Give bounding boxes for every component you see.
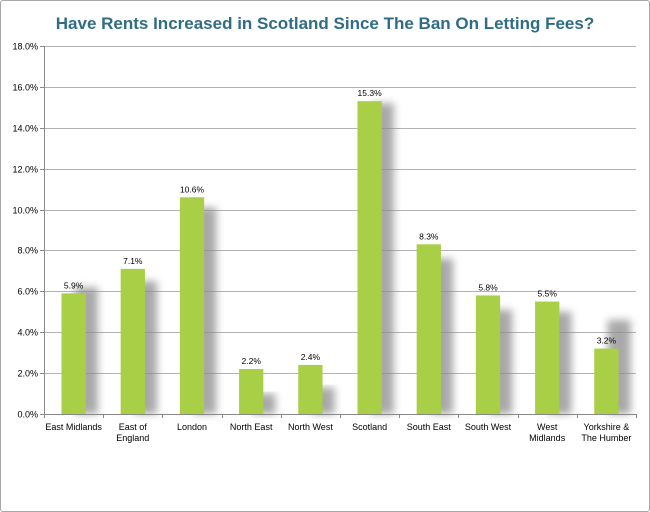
bar bbox=[357, 101, 382, 414]
bar bbox=[61, 293, 86, 414]
x-tick-label: The Humber bbox=[581, 433, 631, 443]
x-tick-label: South West bbox=[465, 422, 512, 432]
y-tick-label: 18.0% bbox=[12, 42, 38, 52]
x-tick-label: Midlands bbox=[529, 433, 566, 443]
data-label: 5.9% bbox=[64, 280, 84, 290]
bar bbox=[535, 301, 560, 414]
data-label: 5.8% bbox=[478, 282, 498, 292]
y-tick-label: 12.0% bbox=[12, 165, 38, 175]
y-tick-label: 6.0% bbox=[17, 287, 38, 297]
data-label: 8.3% bbox=[419, 231, 439, 241]
bar bbox=[179, 197, 205, 414]
data-label: 2.4% bbox=[301, 352, 321, 362]
data-label: 10.6% bbox=[180, 184, 205, 194]
x-tick-label: London bbox=[177, 422, 207, 432]
data-label: 5.5% bbox=[538, 289, 558, 299]
x-tick-label: North West bbox=[288, 422, 333, 432]
data-label: 15.3% bbox=[358, 88, 383, 98]
y-tick-label: 8.0% bbox=[17, 246, 38, 256]
bar bbox=[239, 369, 264, 414]
y-tick-label: 10.0% bbox=[12, 206, 38, 216]
y-tick-label: 16.0% bbox=[12, 83, 38, 93]
y-tick-label: 4.0% bbox=[17, 328, 38, 338]
x-tick-label: East Midlands bbox=[45, 422, 102, 432]
y-tick-label: 0.0% bbox=[17, 410, 38, 420]
bar bbox=[298, 364, 323, 414]
chart-title: Have Rents Increased in Scotland Since T… bbox=[55, 14, 595, 33]
bar bbox=[475, 295, 501, 414]
bar bbox=[594, 348, 619, 414]
x-tick-label: South East bbox=[407, 422, 452, 432]
x-tick-label: West bbox=[537, 422, 558, 432]
y-tick-label: 14.0% bbox=[12, 124, 38, 134]
x-tick-label: Scotland bbox=[352, 422, 387, 432]
x-tick-label: East of bbox=[119, 422, 148, 432]
data-label: 7.1% bbox=[123, 256, 143, 266]
x-tick-label: England bbox=[116, 433, 149, 443]
x-tick-label: Yorkshire & bbox=[584, 422, 630, 432]
x-tick-label: North East bbox=[230, 422, 273, 432]
data-label: 3.2% bbox=[597, 336, 617, 346]
data-label: 2.2% bbox=[242, 356, 262, 366]
bar bbox=[416, 244, 441, 414]
bar bbox=[120, 268, 145, 414]
y-tick-label: 2.0% bbox=[17, 369, 38, 379]
